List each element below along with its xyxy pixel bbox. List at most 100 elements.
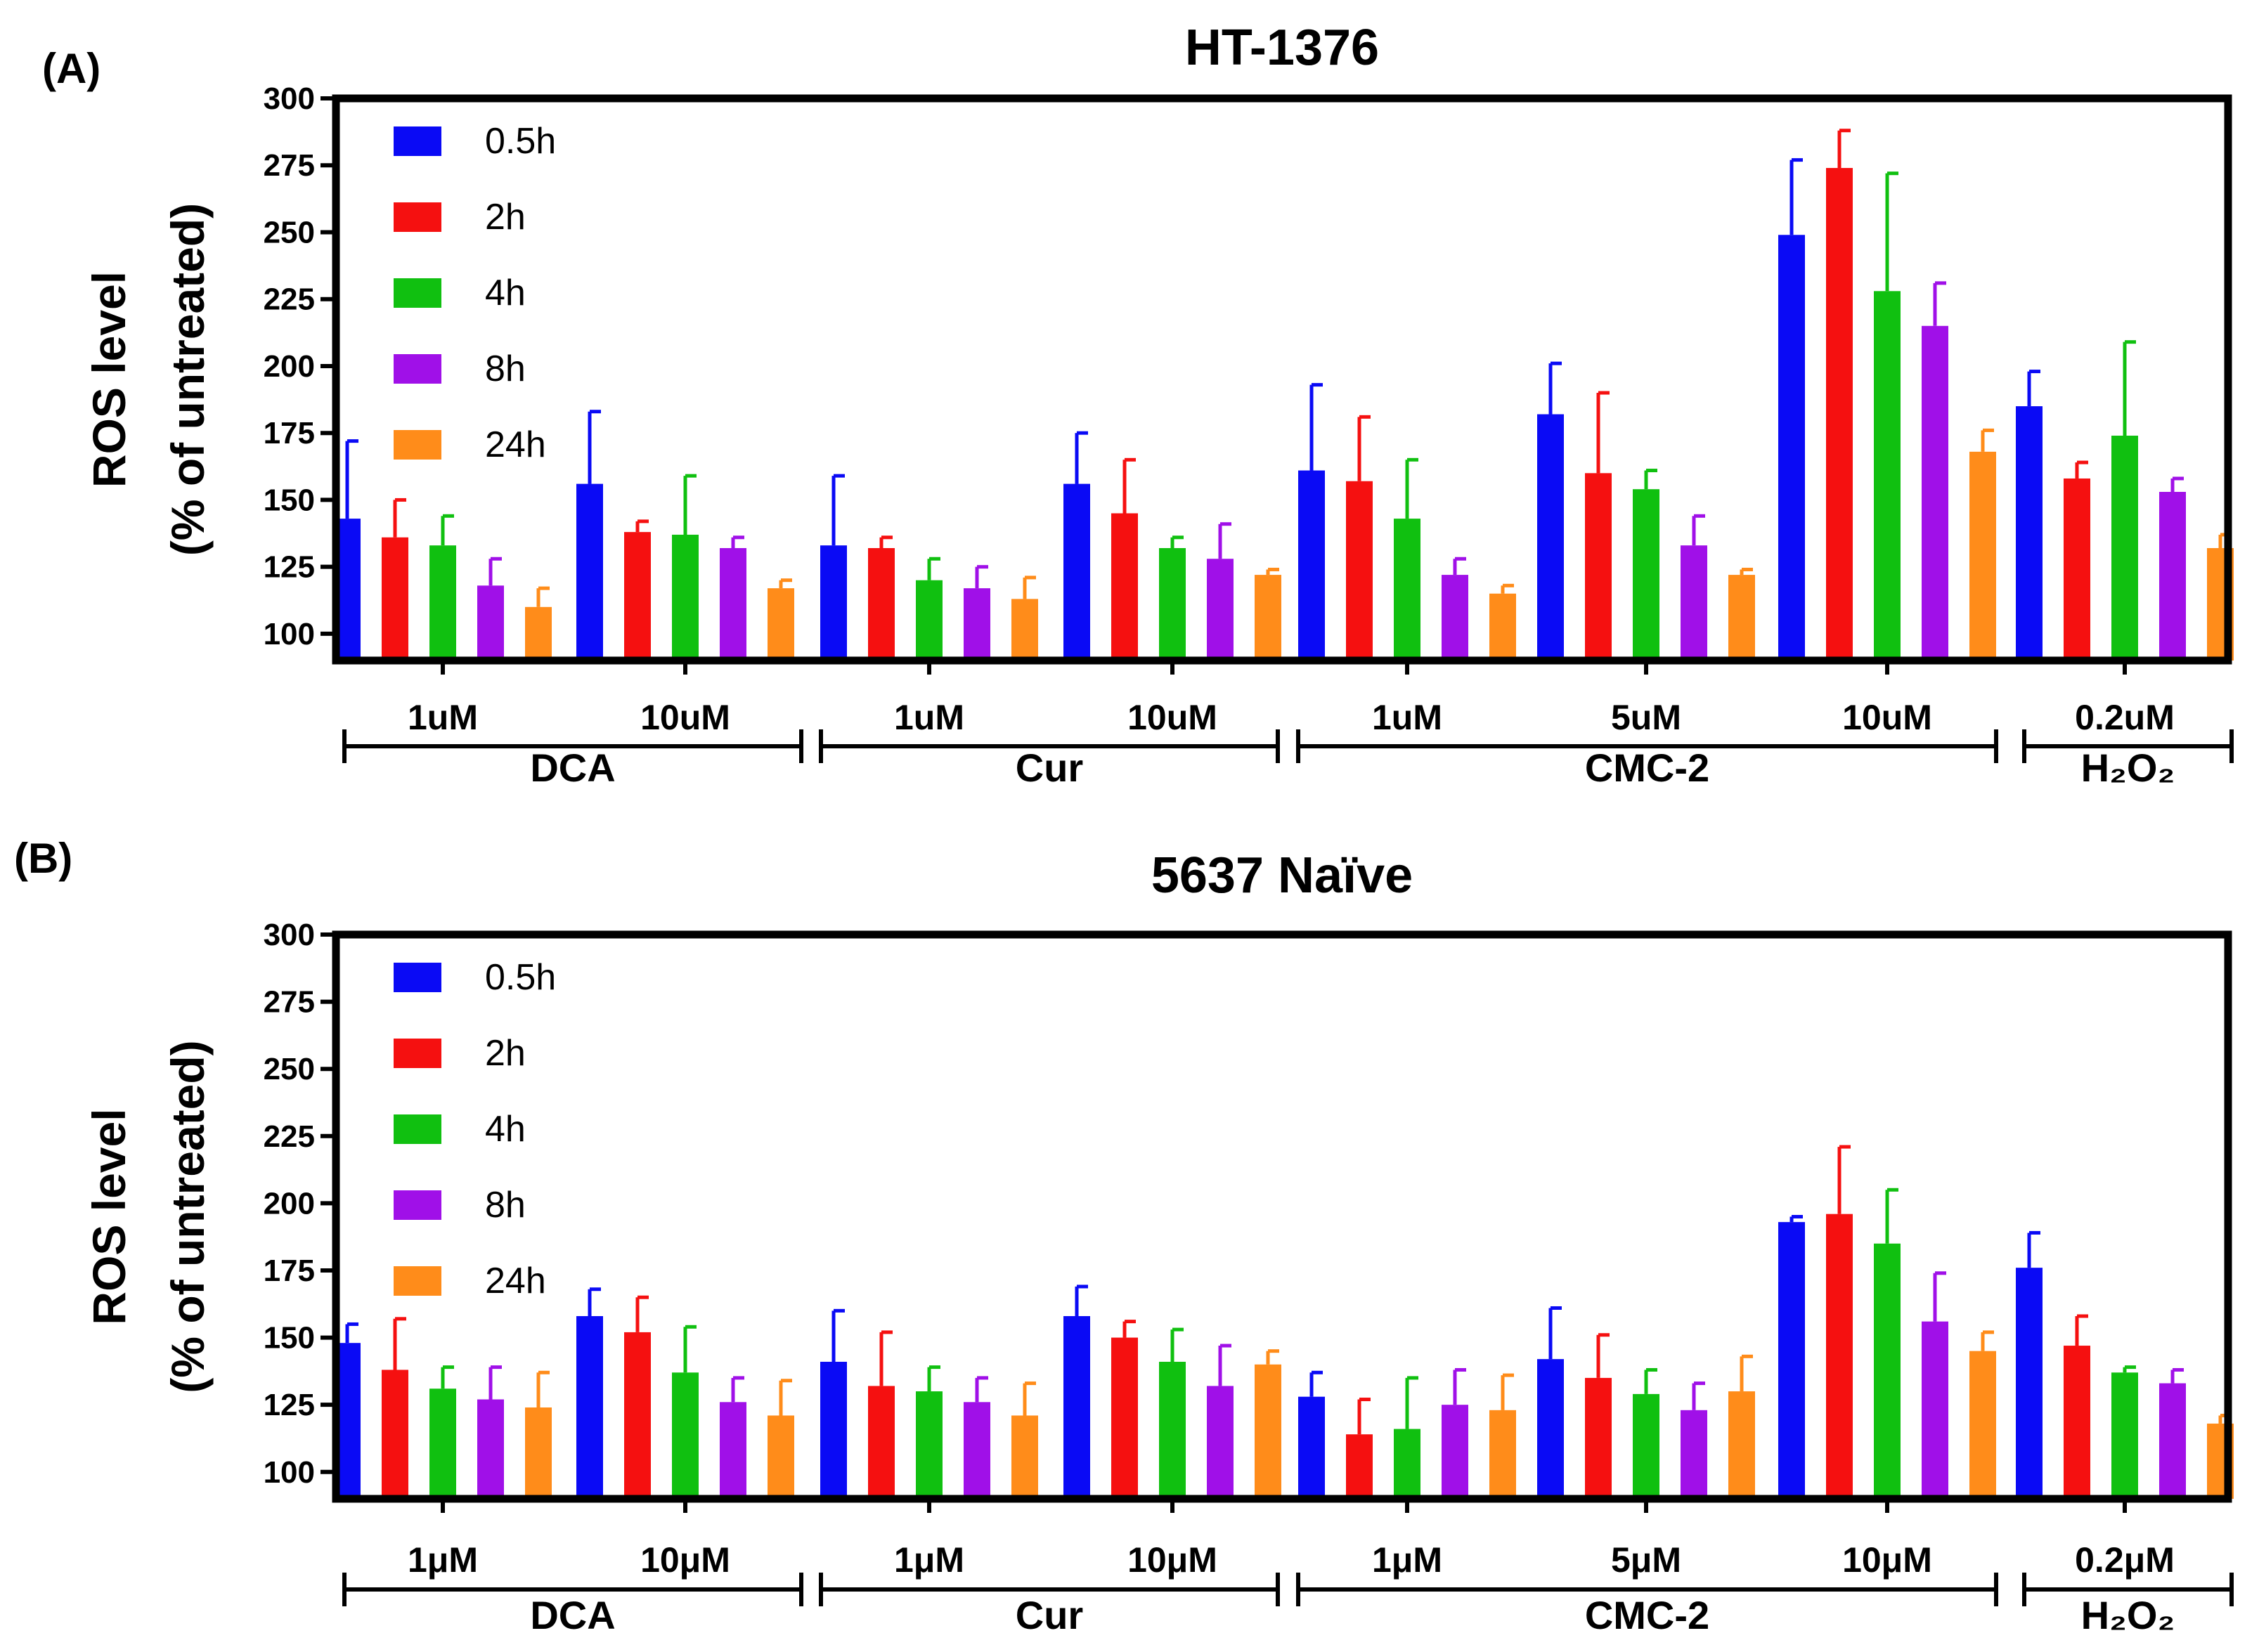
bar-4h-4 [1394, 1429, 1420, 1499]
legend-label-0.5h: 0.5h [485, 957, 556, 998]
x-tick-label: 10uM [640, 698, 730, 737]
legend-label-24h: 24h [485, 424, 546, 465]
bar-0.5h-1 [576, 1315, 603, 1499]
chart-title: 5637 Naïve [1151, 847, 1413, 904]
y-tick-label: 200 [264, 349, 315, 384]
y-tick-label: 125 [264, 550, 315, 585]
bar-0.5h-6 [1778, 1222, 1805, 1499]
bar-0.5h-3 [1063, 1315, 1090, 1499]
legend-label-2h: 2h [485, 1033, 526, 1074]
bar-4h-5 [1633, 1393, 1659, 1499]
group-label: H₂O₂ [2081, 1593, 2175, 1637]
x-tick-label: 1μM [408, 1540, 478, 1580]
y-tick-label: 225 [264, 1119, 315, 1154]
legend-label-8h: 8h [485, 349, 526, 389]
bar-24h-3 [1255, 575, 1281, 661]
x-tick-label: 10μM [640, 1540, 730, 1580]
bar-2h-1 [624, 1332, 651, 1499]
group-label: DCA [530, 746, 615, 790]
bar-2h-2 [868, 1386, 895, 1499]
bar-0.5h-4 [1298, 470, 1325, 661]
legend-swatch-0.5h [394, 963, 441, 992]
plot-frame [332, 930, 2232, 1503]
group-label: CMC-2 [1585, 746, 1709, 790]
bar-24h-2 [1011, 1415, 1038, 1499]
legend-swatch-4h [394, 278, 441, 308]
bar-4h-6 [1874, 1243, 1901, 1499]
x-tick-label: 0.2μM [2075, 1540, 2175, 1580]
bar-4h-5 [1633, 489, 1659, 661]
bar-8h-2 [964, 1402, 990, 1499]
bar-8h-3 [1207, 559, 1234, 661]
bar-2h-3 [1111, 1337, 1138, 1499]
bar-0.5h-2 [820, 1361, 847, 1499]
panel-a: (A) HT-1376 ROS level (% of untreated) 100 12… [42, 20, 2234, 790]
bar-8h-5 [1681, 545, 1707, 661]
panel-letter: (B) [14, 835, 72, 882]
y-tick-label: 200 [264, 1186, 315, 1221]
x-tick-label: 5μM [1611, 1540, 1681, 1580]
x-tick-label: 1μM [1372, 1540, 1442, 1580]
bar-0.5h-4 [1298, 1396, 1325, 1499]
bar-4h-2 [916, 1391, 943, 1499]
y-tick-label: 250 [264, 1052, 315, 1086]
y-axis-label: ROS level [83, 271, 135, 488]
bar-0.5h-1 [576, 483, 603, 661]
bar-2h-5 [1585, 1377, 1612, 1499]
bar-8h-1 [720, 548, 746, 661]
bar-8h-4 [1442, 1405, 1468, 1499]
bar-0.5h-5 [1537, 1359, 1564, 1499]
group-label: H₂O₂ [2081, 746, 2175, 790]
y-tick-label: 100 [264, 1455, 315, 1490]
y-tick-label: 100 [264, 617, 315, 651]
bar-24h-1 [768, 588, 794, 661]
legend-swatch-2h [394, 202, 441, 232]
bar-4h-1 [672, 534, 699, 661]
bar-2h-2 [868, 548, 895, 661]
bar-2h-1 [624, 532, 651, 661]
bar-4h-3 [1159, 1361, 1186, 1499]
bar-8h-7 [2159, 1383, 2186, 1499]
y-axis-label-units: (% of untreated) [162, 203, 214, 556]
chart-title: HT-1376 [1185, 20, 1379, 76]
legend-label-8h: 8h [485, 1185, 526, 1225]
bar-4h-6 [1874, 291, 1901, 661]
bar-24h-1 [768, 1415, 794, 1499]
legend-swatch-0.5h [394, 126, 441, 156]
bar-8h-7 [2159, 492, 2186, 661]
bar-24h-4 [1489, 593, 1516, 661]
bar-8h-0 [477, 585, 504, 661]
x-tick-label: 0.2uM [2075, 698, 2175, 737]
y-tick-label: 150 [264, 1321, 315, 1355]
legend-label-2h: 2h [485, 197, 526, 238]
y-tick-label: 275 [264, 148, 315, 183]
bar-2h-7 [2064, 1346, 2090, 1499]
legend-swatch-8h [394, 1190, 441, 1220]
bar-0.5h-2 [820, 545, 847, 661]
legend-swatch-8h [394, 354, 441, 384]
x-tick-label: 5uM [1611, 698, 1681, 737]
legend-swatch-24h [394, 1266, 441, 1296]
bar-4h-2 [916, 580, 943, 661]
bar-8h-3 [1207, 1386, 1234, 1499]
plot-frame [332, 94, 2232, 665]
group-label: Cur [1016, 746, 1083, 790]
bar-24h-0 [525, 1407, 552, 1499]
bar-8h-1 [720, 1402, 746, 1499]
bar-2h-0 [382, 537, 408, 661]
bar-2h-6 [1826, 168, 1853, 661]
y-tick-label: 150 [264, 483, 315, 517]
bar-4h-1 [672, 1372, 699, 1499]
bar-0.5h-6 [1778, 235, 1805, 661]
bar-2h-6 [1826, 1214, 1853, 1499]
legend-label-4h: 4h [485, 273, 526, 313]
bar-24h-2 [1011, 599, 1038, 661]
legend-label-4h: 4h [485, 1109, 526, 1150]
legend-swatch-24h [394, 430, 441, 460]
bar-24h-4 [1489, 1410, 1516, 1499]
bar-8h-5 [1681, 1410, 1707, 1499]
legend-label-0.5h: 0.5h [485, 121, 556, 162]
x-tick-label: 10μM [1842, 1540, 1932, 1580]
x-tick-label: 10uM [1842, 698, 1932, 737]
bar-4h-0 [429, 545, 456, 661]
